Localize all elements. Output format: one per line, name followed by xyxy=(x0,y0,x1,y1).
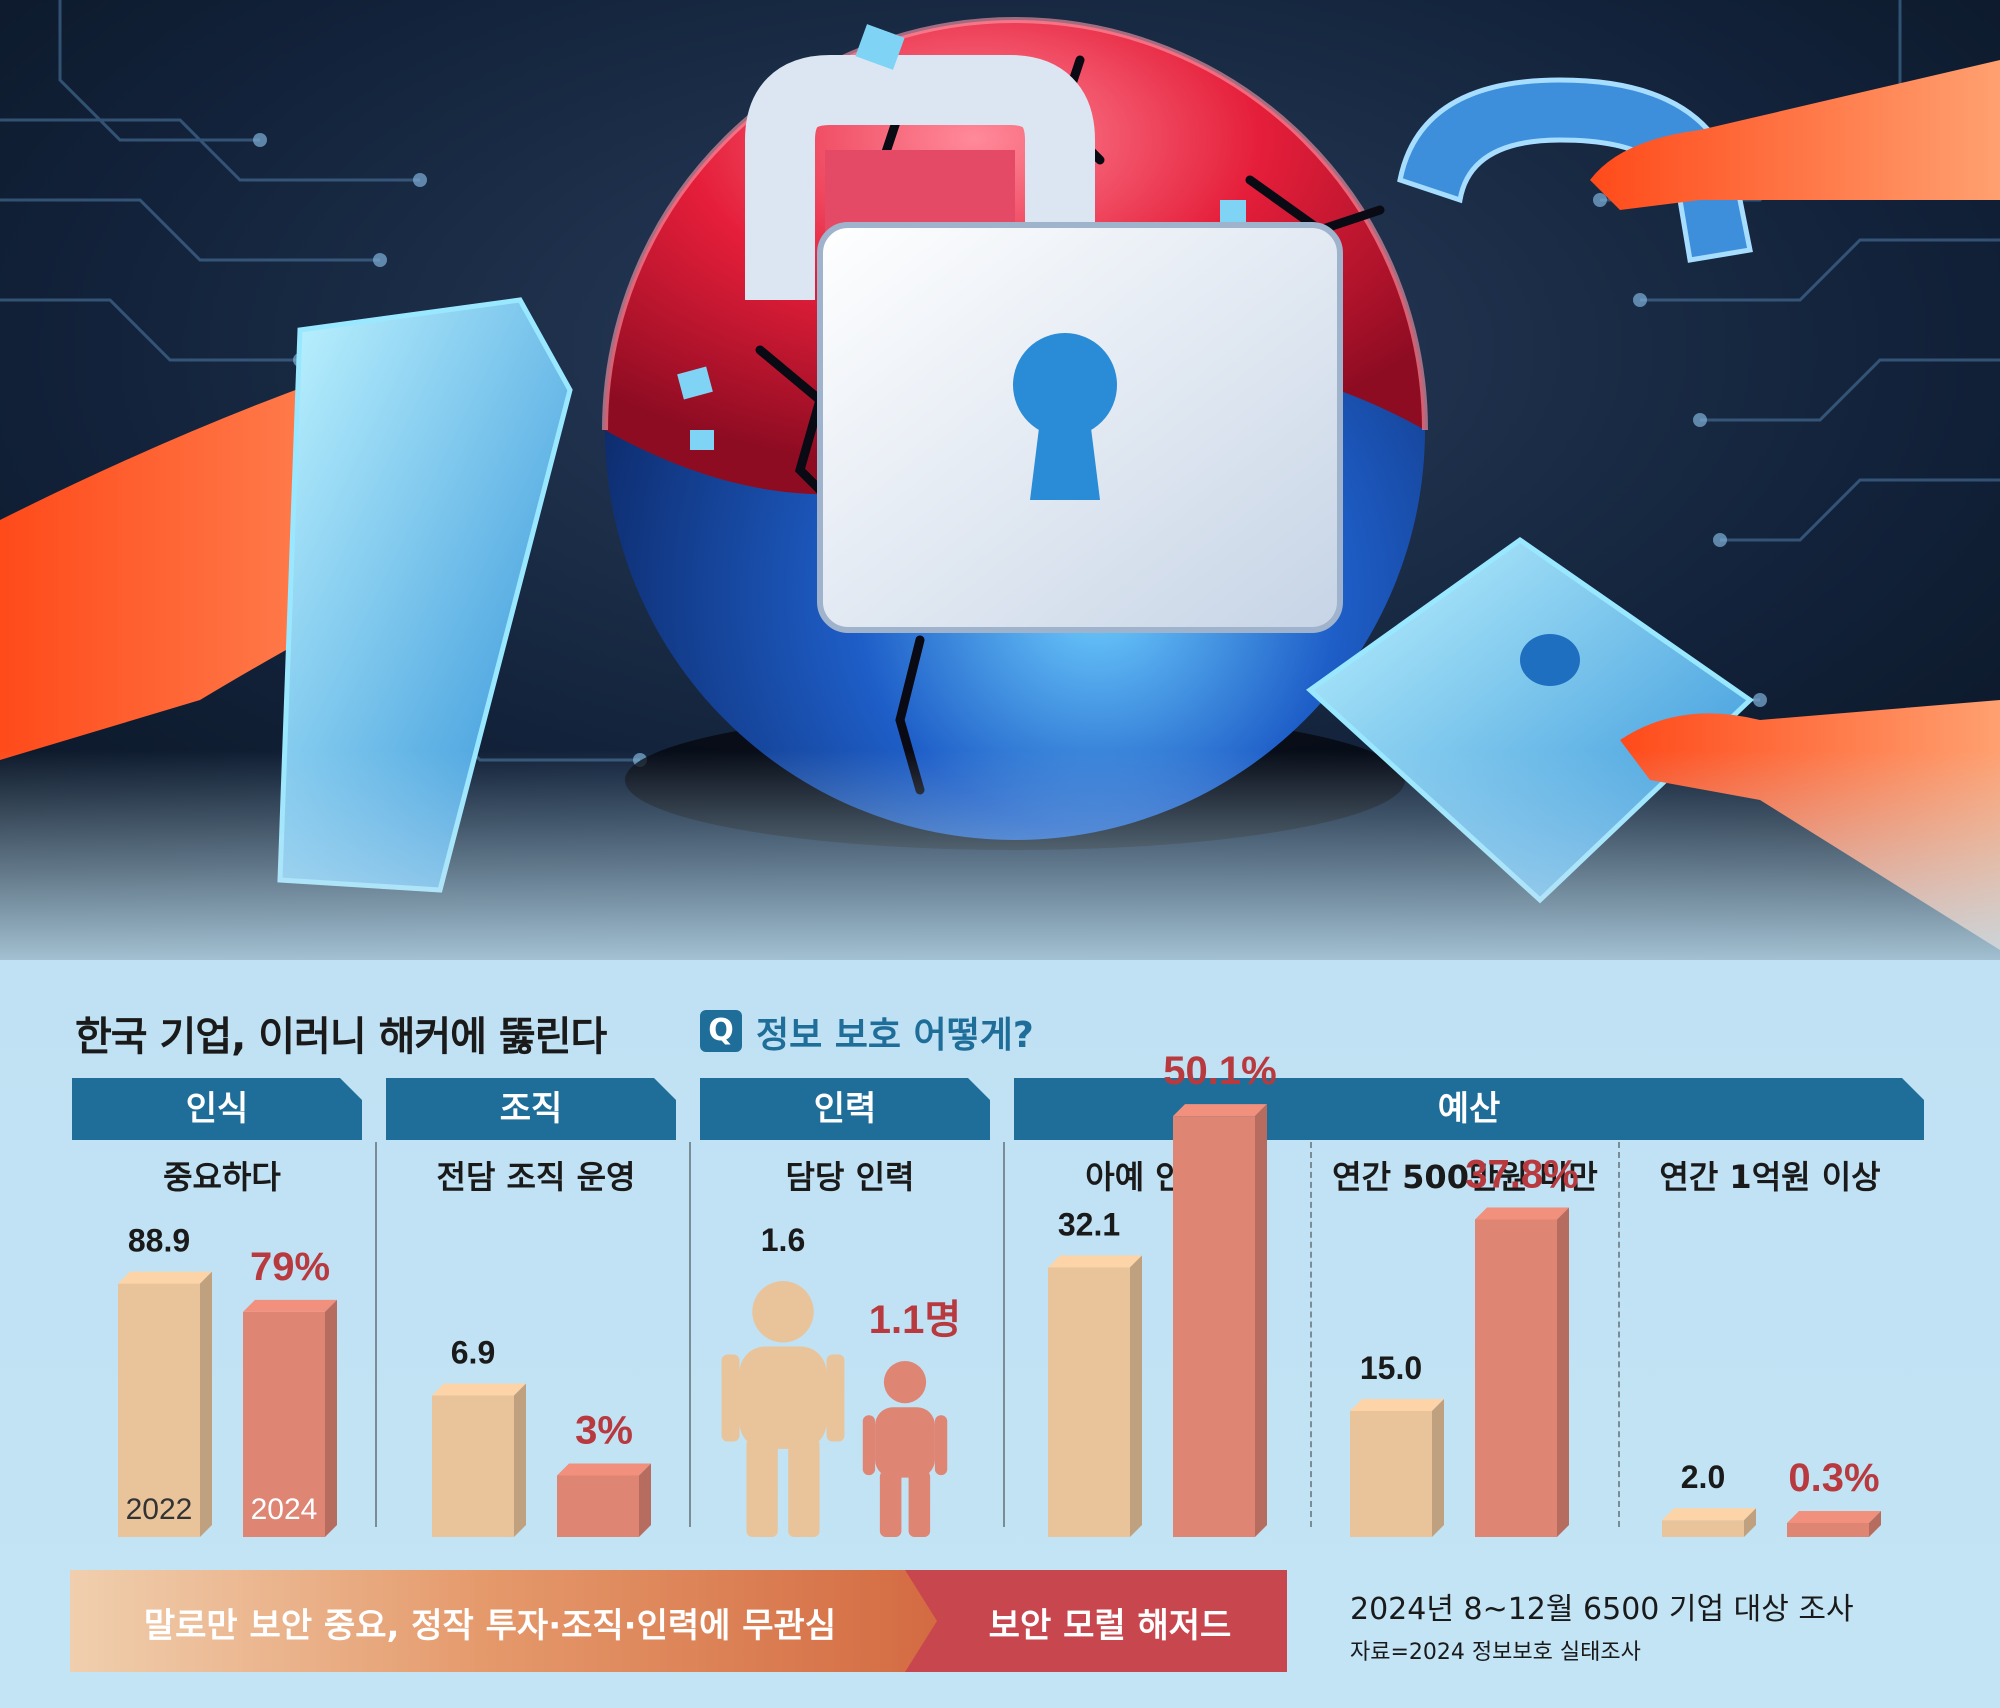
divider xyxy=(689,1142,691,1527)
conclusion-banner-right xyxy=(905,1570,1287,1672)
conclusion-banner-left xyxy=(70,1570,982,1672)
chart-title-personnel: 담당 인력 xyxy=(785,1158,915,1196)
question-badge: Q xyxy=(700,1010,742,1052)
chart-title-important: 중요하다 xyxy=(163,1158,281,1196)
category-tab-awareness: 인식 xyxy=(72,1078,362,1140)
divider xyxy=(1003,1142,1005,1527)
chart-title-no-spend: 아예 안 쓴다 xyxy=(1085,1158,1255,1196)
category-tab-personnel: 인력 xyxy=(700,1078,990,1140)
page-title: 한국 기업, 이러니 해커에 뚫린다 xyxy=(75,1014,607,1060)
divider-dashed xyxy=(1618,1142,1620,1527)
conclusion-text-right: 보안 모럴 해저드 xyxy=(988,1606,1232,1646)
conclusion-text-left: 말로만 보안 중요, 정작 투자·조직·인력에 무관심 xyxy=(143,1606,837,1646)
chart-title-under-5m: 연간 500만원 미만 xyxy=(1332,1158,1598,1196)
chart-title-dedicated-org: 전담 조직 운영 xyxy=(436,1158,636,1196)
category-tab-organization: 조직 xyxy=(386,1078,676,1140)
divider xyxy=(375,1142,377,1527)
survey-note: 2024년 8~12월 6500 기업 대상 조사 xyxy=(1350,1592,1854,1627)
divider-dashed xyxy=(1310,1142,1312,1527)
source-note: 자료=2024 정보보호 실태조사 xyxy=(1350,1640,1641,1665)
chart-title-over-100m: 연간 1억원 이상 xyxy=(1659,1158,1881,1196)
question-text: 정보 보호 어떻게? xyxy=(756,1015,1034,1056)
category-tab-budget: 예산 xyxy=(1014,1078,1924,1140)
hero-illustration xyxy=(0,0,2000,1000)
